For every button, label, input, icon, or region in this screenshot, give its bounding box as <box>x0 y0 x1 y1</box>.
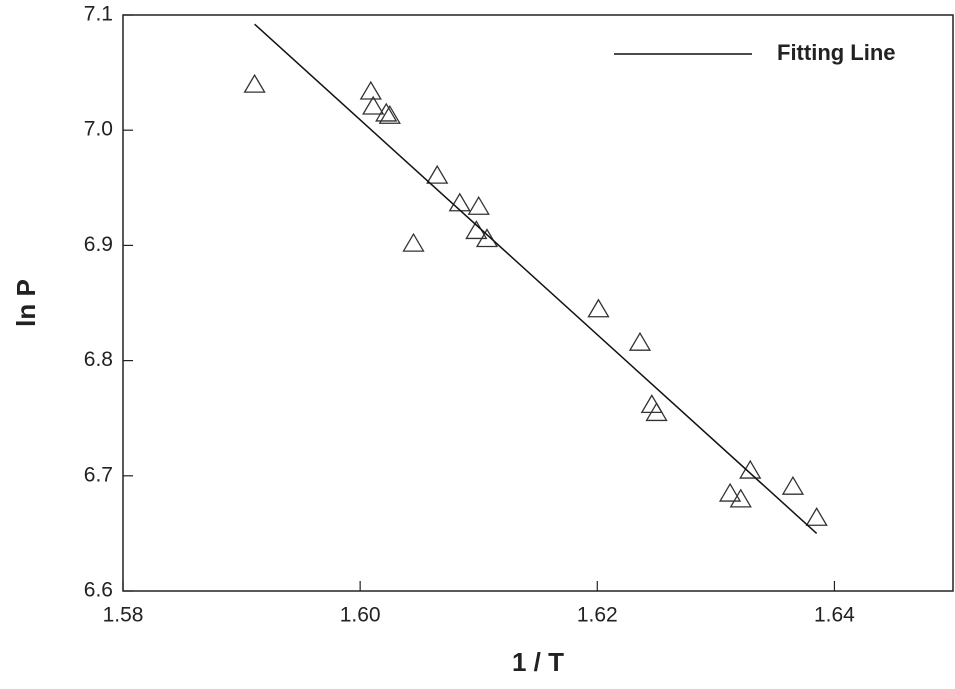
data-point <box>467 195 490 215</box>
data-point <box>805 506 828 526</box>
data-point <box>729 488 752 508</box>
data-point <box>375 102 398 122</box>
y-tick-label: 6.9 <box>84 233 113 256</box>
data-point <box>448 192 471 212</box>
y-tick-label: 6.6 <box>84 579 113 602</box>
data-point <box>587 298 610 318</box>
y-axis-title: ln P <box>11 279 41 327</box>
x-tick-label: 1.62 <box>577 604 618 627</box>
data-point <box>475 228 499 248</box>
data-point <box>426 164 449 184</box>
fitting-line <box>254 23 818 534</box>
y-tick-label: 7.0 <box>84 118 113 141</box>
data-point <box>628 331 652 351</box>
legend-text: Fitting Line <box>777 40 896 65</box>
x-tick-label: 1.58 <box>103 604 144 627</box>
x-tick-label: 1.64 <box>814 604 855 627</box>
data-point <box>739 459 762 479</box>
data-point <box>781 475 805 495</box>
x-tick-label: 1.60 <box>340 604 381 627</box>
data-point <box>243 73 266 93</box>
data-point <box>402 232 425 252</box>
data-point <box>645 402 668 422</box>
y-tick-label: 6.7 <box>84 463 113 486</box>
data-point <box>718 482 742 502</box>
plot-frame <box>122 14 954 592</box>
data-point <box>362 95 385 115</box>
y-tick-label: 6.8 <box>84 348 113 371</box>
data-point <box>640 394 663 414</box>
y-tick-label: 7.1 <box>84 3 113 26</box>
x-axis-title: 1 / T <box>512 647 564 677</box>
data-point <box>359 80 382 100</box>
data-point <box>378 104 401 124</box>
